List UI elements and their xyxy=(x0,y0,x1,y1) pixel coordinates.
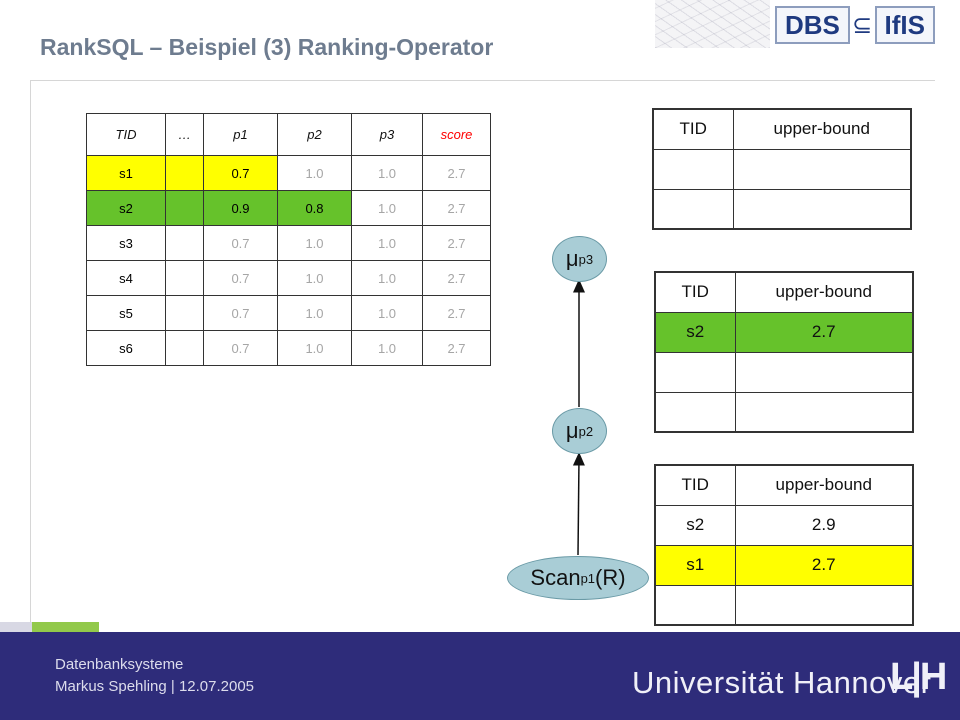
footer-band xyxy=(0,632,960,720)
footer-author-date: Markus Spehling | 12.07.2005 xyxy=(55,678,255,695)
table-row xyxy=(652,148,912,190)
table-header-row: TID upper-bound xyxy=(654,271,914,313)
operator-symbol: μ xyxy=(565,418,579,443)
cell-tid: s2 xyxy=(86,190,166,226)
table-header-row: TID upper-bound xyxy=(652,108,912,150)
cell-score: 2.7 xyxy=(422,155,491,191)
header-decoration xyxy=(655,0,770,48)
table-row: s5 0.7 1.0 1.0 2.7 xyxy=(86,295,491,331)
cell-p1: 0.9 xyxy=(203,190,278,226)
table-row xyxy=(652,188,912,230)
cell-tid xyxy=(654,391,736,433)
cell-p1: 0.7 xyxy=(203,330,278,366)
table-row: s6 0.7 1.0 1.0 2.7 xyxy=(86,330,491,366)
cell-p2: 1.0 xyxy=(277,295,352,331)
table-row xyxy=(654,584,914,626)
footer-accent-light xyxy=(0,622,32,632)
cell-p1: 0.7 xyxy=(203,155,278,191)
cell-p2: 1.0 xyxy=(277,330,352,366)
operator-subscript: p3 xyxy=(578,251,594,267)
table-row: s2 2.9 xyxy=(654,504,914,546)
cell-ellipsis xyxy=(165,190,204,226)
cell-score: 2.7 xyxy=(422,295,491,331)
cell-tid: s1 xyxy=(86,155,166,191)
header-tid: TID xyxy=(86,113,166,156)
table-row: s1 2.7 xyxy=(654,544,914,586)
relation-table: TID … p1 p2 p3 score s1 0.7 1.0 1.0 2.7 … xyxy=(86,113,491,366)
cell-upper-bound xyxy=(734,584,914,626)
cell-tid xyxy=(654,584,736,626)
slide-title: RankSQL – Beispiel (3) Ranking-Operator xyxy=(40,34,494,60)
operator-subscript: p2 xyxy=(578,423,594,439)
subset-icon: ⊆ xyxy=(852,11,873,39)
cell-tid xyxy=(652,148,734,190)
rank-operator-mu-p3: μ p3 xyxy=(552,236,607,282)
ub-table-mu-p3: TID upper-bound xyxy=(652,108,912,230)
cell-p3: 1.0 xyxy=(351,155,423,191)
operator-symbol: μ xyxy=(565,246,579,271)
left-divider xyxy=(30,80,31,625)
cell-upper-bound: 2.7 xyxy=(734,544,914,586)
logo-dbs: DBS xyxy=(775,6,850,44)
cell-tid xyxy=(654,351,736,393)
ub-table-mu-p2: TID upper-bound s2 2.7 xyxy=(654,271,914,433)
university-logo-mark: L|H xyxy=(890,656,947,698)
operator-subscript: p1 xyxy=(580,570,596,586)
rank-operator-mu-p2: μ p2 xyxy=(552,408,607,454)
cell-upper-bound: 2.9 xyxy=(734,504,914,546)
cell-p3: 1.0 xyxy=(351,260,423,296)
ub-table-scan: TID upper-bound s2 2.9 s1 2.7 xyxy=(654,464,914,626)
footer-accent-green xyxy=(32,622,99,632)
cell-tid: s2 xyxy=(654,311,736,353)
header-upper-bound: upper-bound xyxy=(734,271,914,313)
cell-score: 2.7 xyxy=(422,190,491,226)
cell-score: 2.7 xyxy=(422,260,491,296)
table-row: s1 0.7 1.0 1.0 2.7 xyxy=(86,155,491,191)
header-upper-bound: upper-bound xyxy=(732,108,912,150)
cell-p2: 1.0 xyxy=(277,260,352,296)
cell-p3: 1.0 xyxy=(351,225,423,261)
cell-p1: 0.7 xyxy=(203,225,278,261)
table-row xyxy=(654,391,914,433)
university-name: Universität Hannover xyxy=(632,665,932,700)
cell-upper-bound xyxy=(732,188,912,230)
logo-ifis: IfIS xyxy=(874,6,935,44)
table-row: s3 0.7 1.0 1.0 2.7 xyxy=(86,225,491,261)
header-score: score xyxy=(422,113,491,156)
scan-operator: Scan p1 (R) xyxy=(507,556,649,600)
header-tid: TID xyxy=(654,271,736,313)
table-row xyxy=(654,351,914,393)
operator-argument: (R) xyxy=(595,565,626,590)
cell-p1: 0.7 xyxy=(203,295,278,331)
cell-score: 2.7 xyxy=(422,225,491,261)
cell-upper-bound xyxy=(734,351,914,393)
footer-course: Datenbanksysteme xyxy=(55,656,184,673)
title-divider xyxy=(30,80,935,81)
arrow-scan-to-mu-p2 xyxy=(572,452,585,556)
cell-upper-bound xyxy=(734,391,914,433)
dbs-ifis-logo: DBS ⊆ IfIS xyxy=(775,4,935,46)
table-row: s2 0.9 0.8 1.0 2.7 xyxy=(86,190,491,226)
cell-tid: s5 xyxy=(86,295,166,331)
cell-p2: 1.0 xyxy=(277,225,352,261)
cell-score: 2.7 xyxy=(422,330,491,366)
operator-symbol: Scan xyxy=(530,565,581,590)
table-row: s4 0.7 1.0 1.0 2.7 xyxy=(86,260,491,296)
table-row: s2 2.7 xyxy=(654,311,914,353)
cell-tid: s6 xyxy=(86,330,166,366)
cell-p2: 0.8 xyxy=(277,190,352,226)
header-tid: TID xyxy=(654,464,736,506)
